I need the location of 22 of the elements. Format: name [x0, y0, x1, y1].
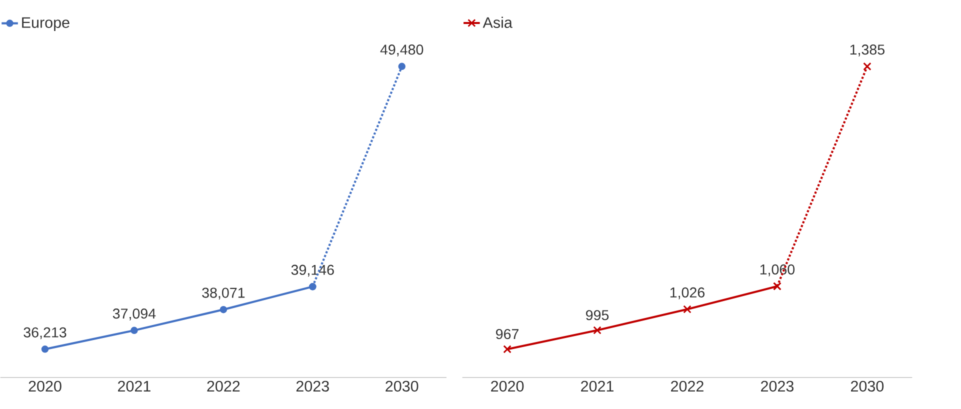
data-label: 36,213 — [24, 327, 66, 340]
x-tick-label: 2022 — [671, 380, 704, 392]
x-tick-label: 2030 — [386, 380, 418, 392]
legend-label: Asia — [482, 16, 512, 28]
legend-label: Europe — [22, 17, 70, 32]
data-label: 38,071 — [202, 288, 245, 300]
data-label: 1,026 — [670, 287, 705, 300]
x-tick-label: 2030 — [851, 380, 884, 392]
x-tick-label: 2020 — [491, 380, 524, 392]
x-tick-label: 2023 — [761, 380, 794, 392]
x-tick-label: 2021 — [118, 380, 150, 392]
data-label: 1,060 — [760, 264, 795, 276]
x-tick-label: 2021 — [581, 380, 614, 392]
x-tick-label: 2020 — [28, 380, 62, 392]
data-label: 39,146 — [291, 264, 334, 277]
data-label: 37,094 — [112, 308, 156, 320]
data-label: 49,480 — [380, 44, 424, 56]
x-tick-label: 2022 — [207, 380, 240, 392]
data-label: 967 — [496, 329, 518, 340]
data-label: 995 — [586, 310, 609, 320]
data-label: 1,385 — [850, 44, 884, 56]
x-tick-label: 2023 — [296, 380, 329, 392]
